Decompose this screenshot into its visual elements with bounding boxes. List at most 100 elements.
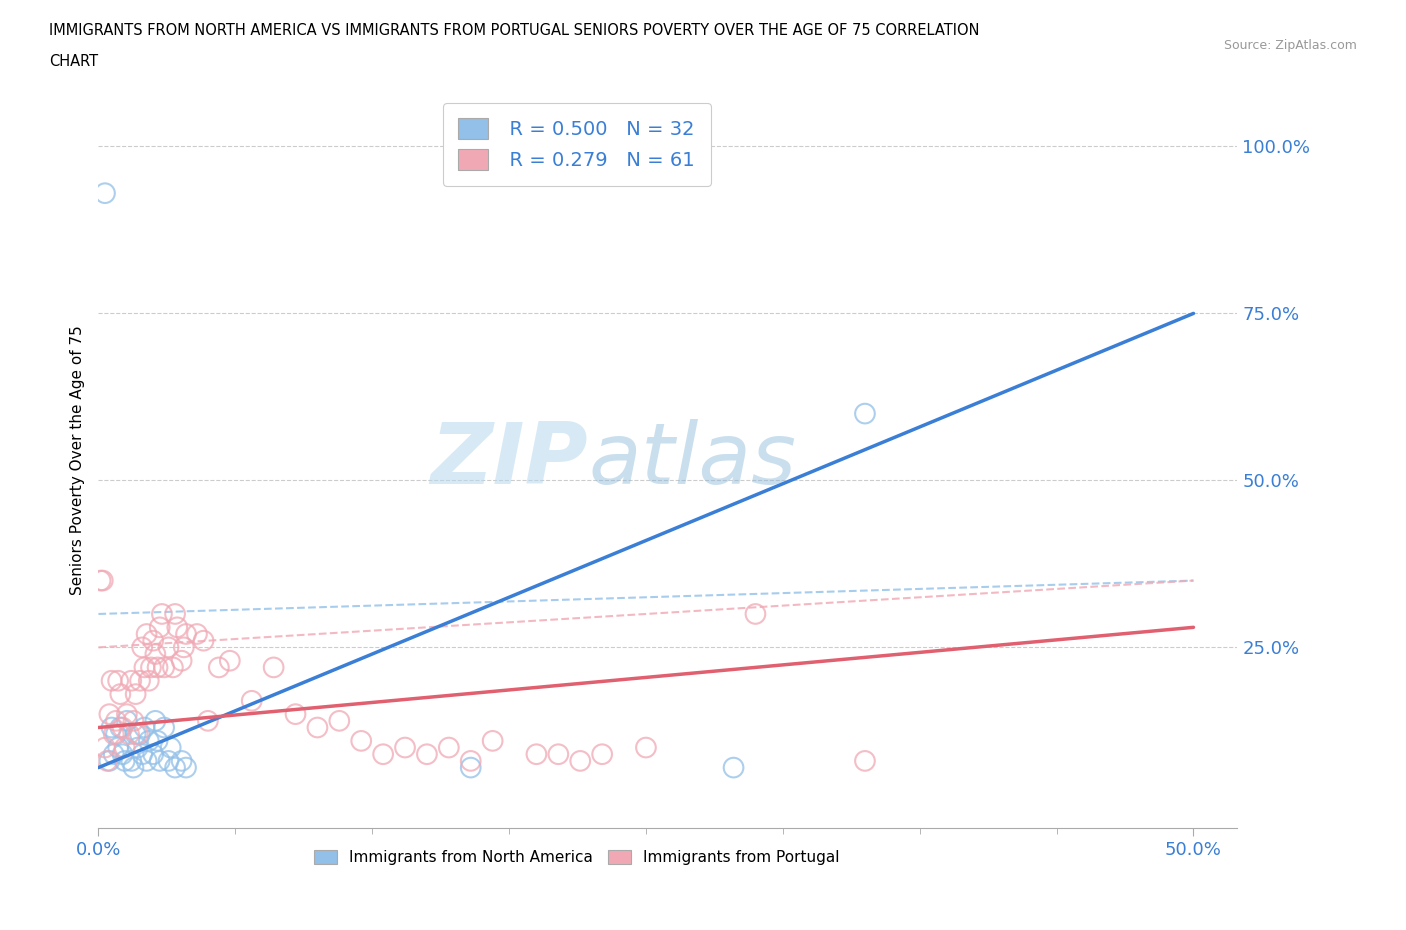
Point bbox=[853, 406, 876, 421]
Point bbox=[526, 747, 548, 762]
Point bbox=[284, 707, 307, 722]
Point bbox=[197, 713, 219, 728]
Point bbox=[129, 726, 152, 741]
Point bbox=[150, 606, 173, 621]
Point bbox=[100, 720, 122, 735]
Text: IMMIGRANTS FROM NORTH AMERICA VS IMMIGRANTS FROM PORTUGAL SENIORS POVERTY OVER T: IMMIGRANTS FROM NORTH AMERICA VS IMMIGRA… bbox=[49, 23, 980, 38]
Point bbox=[437, 740, 460, 755]
Point bbox=[114, 753, 136, 768]
Point bbox=[104, 713, 127, 728]
Point bbox=[193, 633, 215, 648]
Point bbox=[103, 726, 125, 741]
Point bbox=[122, 760, 145, 775]
Point bbox=[744, 606, 766, 621]
Y-axis label: Seniors Poverty Over the Age of 75: Seniors Poverty Over the Age of 75 bbox=[69, 326, 84, 595]
Point bbox=[114, 740, 136, 755]
Point bbox=[634, 740, 657, 755]
Point bbox=[115, 707, 138, 722]
Point bbox=[159, 740, 181, 755]
Point bbox=[124, 686, 146, 701]
Point bbox=[115, 713, 138, 728]
Point bbox=[173, 640, 195, 655]
Text: Source: ZipAtlas.com: Source: ZipAtlas.com bbox=[1223, 39, 1357, 52]
Point bbox=[142, 747, 165, 762]
Point bbox=[145, 646, 166, 661]
Point bbox=[142, 633, 165, 648]
Point bbox=[118, 726, 141, 741]
Point bbox=[124, 726, 146, 741]
Point bbox=[138, 734, 160, 749]
Point bbox=[149, 753, 172, 768]
Point bbox=[723, 760, 745, 775]
Point bbox=[91, 573, 114, 588]
Point bbox=[174, 760, 197, 775]
Point bbox=[149, 620, 172, 635]
Point bbox=[120, 673, 142, 688]
Point bbox=[98, 707, 121, 722]
Point bbox=[145, 713, 166, 728]
Point bbox=[371, 747, 394, 762]
Point bbox=[186, 627, 208, 642]
Point bbox=[394, 740, 416, 755]
Point bbox=[127, 726, 149, 741]
Legend: Immigrants from North America, Immigrants from Portugal: Immigrants from North America, Immigrant… bbox=[308, 844, 846, 871]
Point bbox=[120, 753, 142, 768]
Point bbox=[350, 734, 373, 749]
Point bbox=[157, 753, 180, 768]
Point bbox=[98, 753, 121, 768]
Point bbox=[240, 694, 263, 709]
Point bbox=[134, 720, 156, 735]
Text: atlas: atlas bbox=[588, 418, 796, 502]
Point bbox=[853, 753, 876, 768]
Point bbox=[138, 673, 160, 688]
Point bbox=[416, 747, 439, 762]
Point bbox=[94, 740, 117, 755]
Point bbox=[165, 606, 187, 621]
Point bbox=[135, 753, 157, 768]
Point bbox=[110, 720, 132, 735]
Point bbox=[135, 627, 157, 642]
Point bbox=[127, 740, 149, 755]
Point bbox=[122, 713, 145, 728]
Point bbox=[165, 760, 187, 775]
Point bbox=[481, 734, 503, 749]
Point bbox=[263, 660, 285, 675]
Text: ZIP: ZIP bbox=[430, 418, 588, 502]
Point bbox=[146, 660, 169, 675]
Point bbox=[107, 740, 129, 755]
Point bbox=[129, 673, 152, 688]
Point bbox=[208, 660, 231, 675]
Point bbox=[170, 753, 193, 768]
Point bbox=[110, 686, 132, 701]
Point bbox=[162, 660, 184, 675]
Point bbox=[591, 747, 613, 762]
Point bbox=[131, 640, 153, 655]
Point bbox=[104, 726, 127, 741]
Point bbox=[111, 720, 134, 735]
Point bbox=[307, 720, 329, 735]
Point bbox=[90, 573, 112, 588]
Point bbox=[146, 734, 169, 749]
Point bbox=[111, 747, 134, 762]
Text: CHART: CHART bbox=[49, 54, 98, 69]
Point bbox=[139, 660, 162, 675]
Point bbox=[157, 640, 180, 655]
Point bbox=[96, 753, 118, 768]
Point bbox=[547, 747, 569, 762]
Point bbox=[103, 747, 125, 762]
Point bbox=[174, 627, 197, 642]
Point bbox=[460, 760, 482, 775]
Point bbox=[94, 186, 117, 201]
Point bbox=[328, 713, 350, 728]
Point bbox=[569, 753, 592, 768]
Point bbox=[100, 673, 122, 688]
Point bbox=[107, 673, 129, 688]
Point bbox=[153, 660, 176, 675]
Point bbox=[460, 753, 482, 768]
Point bbox=[153, 720, 176, 735]
Point bbox=[134, 660, 156, 675]
Point bbox=[166, 620, 188, 635]
Point bbox=[170, 653, 193, 668]
Point bbox=[218, 653, 240, 668]
Point bbox=[131, 747, 153, 762]
